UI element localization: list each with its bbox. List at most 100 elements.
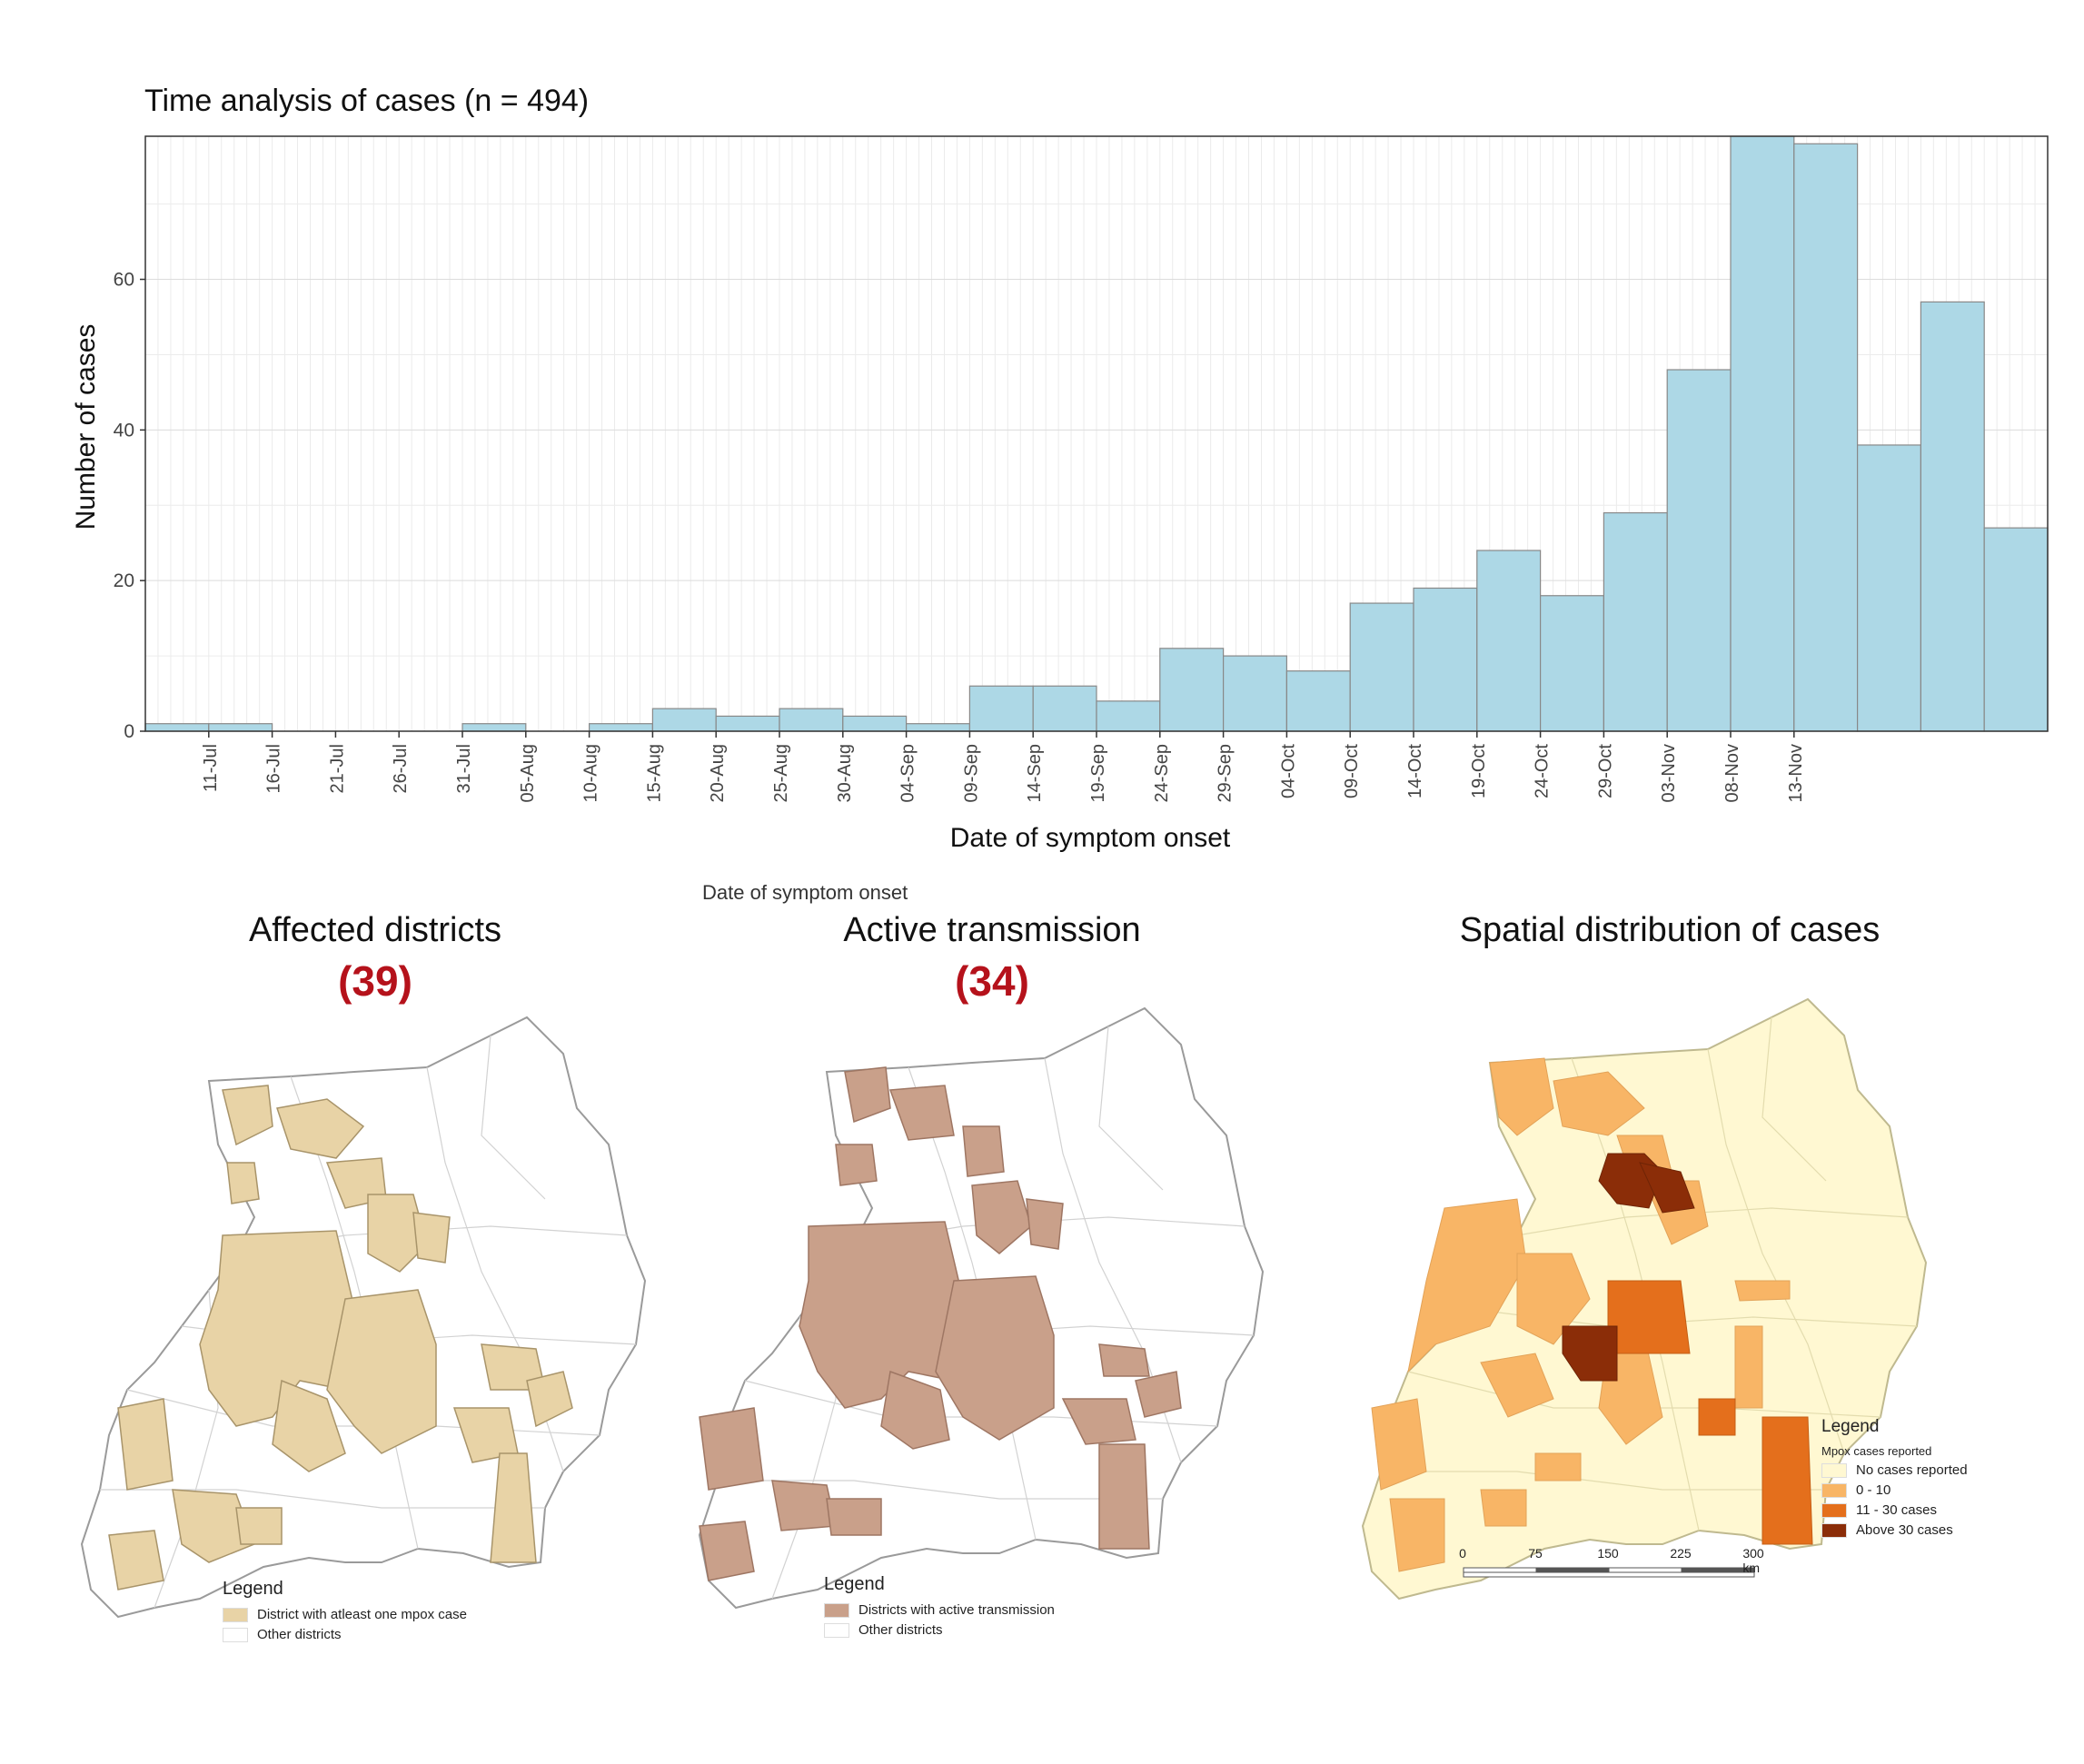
bar [588,723,653,732]
bar [779,708,844,732]
legend-subtitle: Mpox cases reported [1821,1444,1932,1458]
x-tick-label: 04-Sep [898,744,918,803]
epi-curve-chart: 0 20 40 60 11-Jul 16-Jul 21-Jul 26-Jul 31-Jul 05-… [114,135,2049,803]
y-tick-label: 60 [114,270,134,291]
bar [1285,670,1351,732]
x-tick-label: 19-Oct [1469,744,1489,798]
legend-item: Above 30 cases [1821,1522,1968,1538]
legend-item: Districts with active transmission [824,1602,1055,1618]
bar [1413,587,1478,732]
legend-label: Districts with active transmission [858,1602,1055,1618]
x-tick-label: 11-Jul [201,744,221,792]
x-tick-label: 16-Jul [264,744,284,793]
bar [842,715,908,732]
x-tick-label: 21-Jul [327,744,347,793]
legend-swatch [824,1622,849,1638]
legend-swatch [1821,1482,1847,1498]
x-tick-label: 30-Aug [835,744,855,803]
x-tick-label: 24-Oct [1533,744,1553,798]
affected-legend: Legend District with atleast one mpox ca… [223,1579,467,1647]
x-tick-label: 29-Oct [1595,744,1615,798]
x-tick-label: 10-Aug [581,744,601,803]
affected-districts [108,1085,573,1591]
active-districts [699,1066,1182,1581]
scale-label: 150 [1597,1546,1619,1561]
bar [905,723,970,732]
x-tick-label: 03-Nov [1659,744,1679,802]
legend-item: Other districts [824,1622,1055,1638]
high-case-districts [1562,1153,1695,1382]
bar [968,685,1034,732]
x-tick-label: 14-Sep [1025,744,1045,803]
stray-axis-label: Date of symptom onset [702,881,908,904]
bar [1032,685,1097,732]
bar [1096,700,1161,732]
legend-swatch [1821,1462,1847,1478]
low-case-districts [1371,1057,1791,1572]
bar [1983,527,2049,732]
active-transmission-title: Active transmission [843,911,1141,949]
legend-label: District with atleast one mpox case [257,1607,467,1622]
x-tick-label: 24-Sep [1152,744,1172,803]
legend-title: Legend [223,1579,283,1599]
x-tick-label: 04-Oct [1278,744,1298,798]
legend-title: Legend [824,1574,885,1594]
legend-title: Legend [1821,1417,1880,1436]
spatial-legend: Legend Mpox cases reported No cases repo… [1821,1417,1968,1542]
scale-label: 0 [1459,1546,1466,1561]
spatial-distribution-map [1361,997,1928,1600]
mid-case-districts [1607,1280,1813,1545]
legend-item: Other districts [223,1627,467,1642]
x-tick-label: 08-Nov [1722,744,1742,802]
active-transmission-map [698,1006,1265,1610]
bar [1349,602,1414,732]
legend-item: District with atleast one mpox case [223,1607,467,1622]
x-tick-label: 31-Jul [454,744,474,793]
bar [1920,301,1985,732]
x-tick-label: 05-Aug [518,744,538,803]
legend-label: Above 30 cases [1856,1522,1953,1538]
y-tick-label: 0 [124,721,134,742]
legend-label: Other districts [257,1627,342,1642]
y-tick-label: 20 [114,570,134,591]
chart-title: Time analysis of cases (n = 494) [144,84,590,118]
x-tick-label: 14-Oct [1405,744,1425,798]
affected-districts-map [80,1016,647,1619]
legend-swatch [223,1607,248,1622]
legend-swatch [824,1602,849,1618]
x-tick-label: 15-Aug [644,744,664,803]
x-tick-label: 25-Aug [771,744,791,803]
scale-label: 75 [1528,1546,1543,1561]
scale-label: 225 [1670,1546,1692,1561]
bar [1666,369,1732,732]
legend-label: 11 - 30 cases [1856,1502,1937,1518]
x-tick-label: 09-Sep [961,744,981,803]
legend-label: Other districts [858,1622,943,1638]
legend-swatch [223,1627,248,1642]
bar [1730,135,1795,732]
legend-swatch [1821,1502,1847,1518]
x-tick-label: 20-Aug [708,744,728,803]
bar [1222,655,1287,732]
active-transmission-count: (34) [955,957,1029,1005]
bar [1603,511,1668,732]
bar [715,715,780,732]
legend-item: 11 - 30 cases [1821,1502,1968,1518]
bar [1159,648,1225,732]
legend-swatch [1821,1522,1847,1538]
x-axis-label: Date of symptom onset [949,823,1231,853]
legend-item: No cases reported [1821,1462,1968,1478]
bar [651,708,717,732]
scale-bar: 0 75 150 225 300 km [1459,1546,1764,1583]
scale-bar-graphic [1463,1567,1755,1578]
x-tick-label: 29-Sep [1216,744,1236,803]
y-tick-label: 40 [114,420,134,441]
bar [1856,444,1921,732]
legend-label: 0 - 10 [1856,1482,1891,1498]
bar [144,723,210,732]
legend-label: No cases reported [1856,1462,1968,1478]
legend-item: 0 - 10 [1821,1482,1968,1498]
bar [461,723,527,732]
bar [1476,550,1542,732]
bar [208,723,273,732]
